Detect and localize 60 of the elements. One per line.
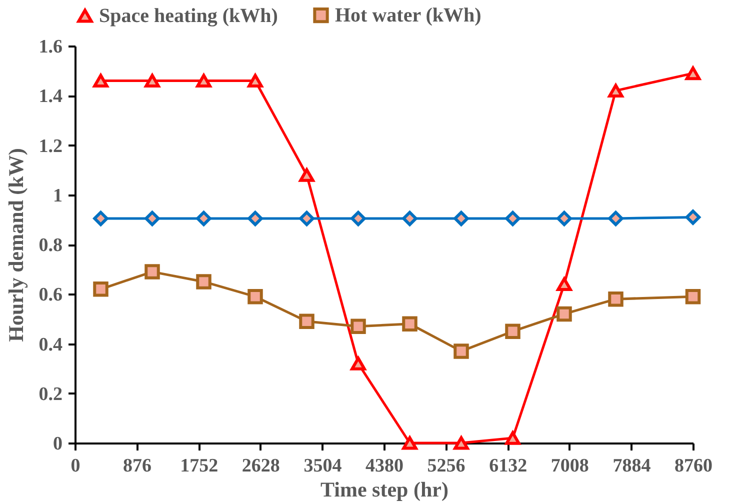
- x-tick-label: 6132: [489, 456, 528, 476]
- point: [685, 288, 701, 304]
- point: [608, 291, 624, 307]
- point: [144, 210, 160, 226]
- point: [196, 210, 212, 226]
- y-tick-label: 1.2: [38, 136, 62, 157]
- point: [299, 314, 314, 330]
- point: [685, 66, 701, 80]
- point: [248, 288, 263, 304]
- point: [248, 74, 263, 88]
- point: [248, 210, 263, 226]
- point: [144, 264, 160, 280]
- x-tick-label: 876: [123, 456, 152, 476]
- legend-label: Space heating (kWh): [99, 4, 278, 27]
- point: [350, 210, 366, 226]
- x-tick-label: 2628: [242, 456, 280, 476]
- point: [505, 431, 520, 445]
- point: [556, 210, 572, 226]
- y-tick-label: 0.8: [38, 235, 62, 256]
- point: [93, 74, 108, 88]
- point: [196, 74, 212, 88]
- point: [556, 277, 572, 292]
- y-tick-label: 0.2: [38, 384, 62, 405]
- point: [350, 356, 366, 370]
- point: [505, 210, 520, 226]
- point: [402, 316, 418, 332]
- y-tick-label: 0.4: [38, 334, 63, 356]
- y-tick-label: 1.4: [38, 86, 63, 108]
- legend-label: Hot water (kWh): [335, 4, 482, 26]
- x-tick-label: 1752: [180, 456, 218, 476]
- point: [608, 210, 624, 226]
- y-tick-label: 1.6: [38, 36, 62, 58]
- point: [556, 306, 572, 322]
- x-tick-label: 4380: [366, 456, 404, 476]
- point: [196, 274, 212, 290]
- y-tick-label: 0.6: [38, 284, 62, 306]
- y-tick-label: 0: [53, 434, 62, 454]
- point: [350, 318, 366, 334]
- point: [93, 210, 108, 226]
- y-tick-label: 1: [53, 185, 62, 206]
- point: [299, 210, 314, 226]
- x-tick-label: 8760: [674, 456, 712, 476]
- point: [685, 210, 701, 225]
- point: [299, 168, 314, 182]
- x-tick-label: 3504: [304, 456, 342, 476]
- y-axis-title: Hourly demand (kW): [4, 148, 28, 342]
- x-tick-label: 0: [70, 456, 80, 476]
- point: [454, 436, 469, 450]
- point: [454, 210, 469, 226]
- point: [454, 344, 469, 359]
- point: [608, 84, 624, 98]
- x-axis-title: Time step (hr): [320, 478, 448, 502]
- point: [402, 436, 418, 450]
- point: [505, 324, 520, 339]
- point: [144, 74, 160, 88]
- x-tick-label: 7884: [612, 456, 652, 476]
- point: [402, 210, 418, 226]
- x-tick-label: 5256: [427, 456, 466, 476]
- point: [93, 282, 108, 297]
- x-tick-label: 7008: [550, 456, 589, 476]
